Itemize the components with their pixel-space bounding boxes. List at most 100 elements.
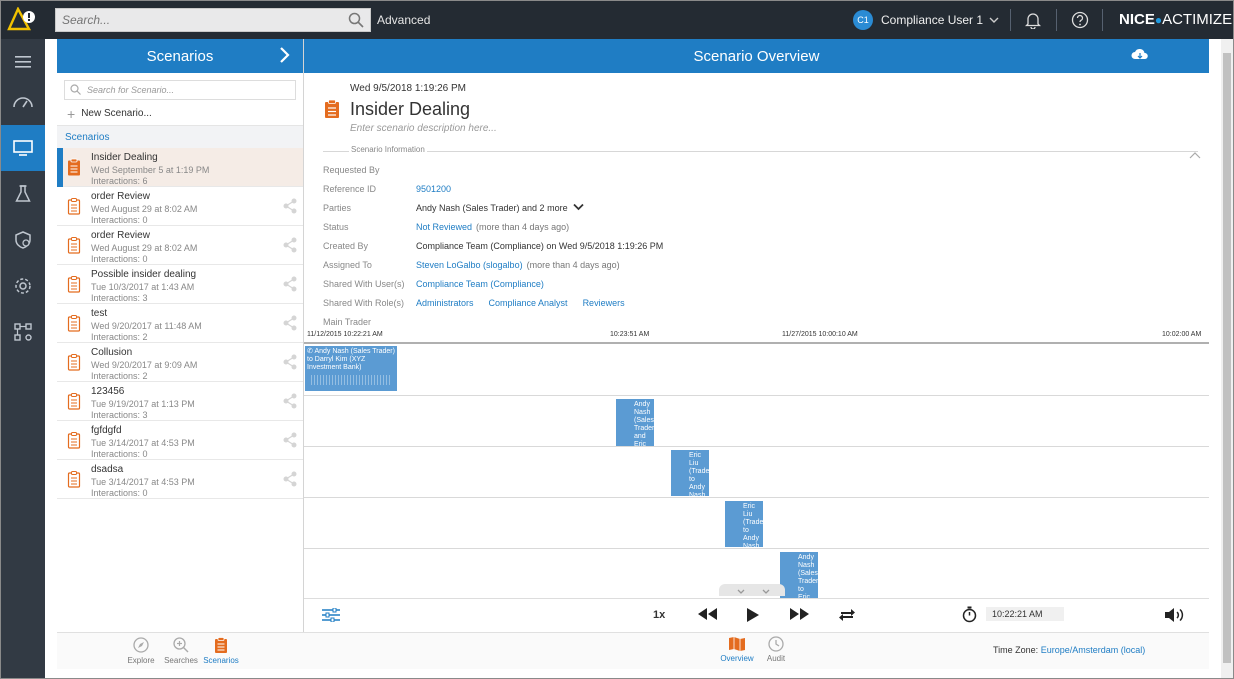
timeline-block[interactable]: Eric Liu (Trader) to Andy Nash — [671, 450, 709, 496]
status-link[interactable]: Not Reviewed — [416, 221, 473, 232]
shield-icon[interactable] — [1, 217, 45, 263]
timeline-block[interactable]: Andy Nash (Sales Trader) and Eric — [616, 399, 654, 446]
scenario-item-title: fgfdgfd — [91, 425, 122, 436]
explore-tab[interactable]: Explore — [121, 636, 161, 665]
search-plus-icon — [173, 637, 189, 653]
scenario-list-item[interactable]: 123456 Tue 9/19/2017 at 1:13 PM Interactio… — [57, 382, 303, 421]
menu-icon[interactable] — [1, 39, 45, 85]
chevron-up-icon[interactable] — [1189, 146, 1201, 164]
rewind-icon[interactable] — [696, 607, 718, 626]
scenario-title[interactable]: Insider Dealing — [350, 99, 471, 119]
timeline-axis — [304, 342, 1209, 344]
chevron-down-icon[interactable] — [572, 203, 584, 213]
searches-tab[interactable]: Searches — [161, 636, 201, 665]
new-scenario-button[interactable]: + New Scenario... — [57, 102, 303, 126]
advanced-search-link[interactable]: Advanced — [377, 13, 431, 27]
scenario-list-item[interactable]: Possible insider dealing Tue 10/3/2017 at… — [57, 265, 303, 304]
monitor-icon[interactable] — [1, 125, 45, 171]
reference-id-row: Reference ID 9501200 — [323, 183, 452, 194]
clipboard-icon — [67, 197, 81, 217]
audit-tab[interactable]: Audit — [756, 636, 796, 663]
scrollbar-thumb[interactable] — [1223, 53, 1231, 663]
scenario-list-item[interactable]: order Review Wed August 29 at 8:02 AM Inte… — [57, 187, 303, 226]
scenarios-panel: Scenarios Search for Scenario... + New S… — [57, 39, 304, 669]
timeline-lane: Andy Nash (Sales Trader) to Eric — [304, 549, 1209, 598]
gear-icon[interactable] — [1, 263, 45, 309]
fast-forward-icon[interactable] — [789, 607, 811, 626]
sliders-icon[interactable] — [322, 607, 340, 627]
clipboard-icon — [67, 470, 81, 490]
scenario-list-item[interactable]: dsadsa Tue 3/14/2017 at 4:53 PM Interactio… — [57, 460, 303, 499]
scenario-item-title: order Review — [91, 230, 150, 241]
scenario-item-date: Tue 3/14/2017 at 4:53 PM — [91, 477, 195, 487]
help-icon[interactable] — [1071, 11, 1089, 34]
playback-controls: 1x 10:22:21 AM — [304, 598, 1209, 631]
interaction-timeline[interactable]: 11/12/2015 10:22:21 AM 10:23:51 AM 11/27… — [304, 328, 1209, 598]
network-icon[interactable] — [1, 309, 45, 355]
timeline-tick: 10:23:51 AM — [610, 331, 650, 338]
assigned-to-link[interactable]: Steven LoGalbo (slogalbo) — [416, 259, 523, 270]
role-link[interactable]: Reviewers — [582, 297, 625, 308]
global-search[interactable] — [55, 8, 371, 32]
dashboard-icon[interactable] — [1, 79, 45, 125]
play-icon[interactable] — [746, 607, 760, 628]
chevron-right-icon[interactable] — [279, 46, 291, 68]
scenario-item-title: Collusion — [91, 347, 133, 358]
speed-button[interactable]: 1x — [653, 609, 666, 621]
share-icon[interactable] — [283, 393, 297, 411]
scenario-item-interactions: Interactions: 6 — [91, 176, 148, 186]
main-trader-row: Main Trader — [323, 316, 372, 327]
share-icon[interactable] — [283, 471, 297, 489]
scenario-item-date: Tue 3/14/2017 at 4:53 PM — [91, 438, 195, 448]
timeline-block-call[interactable]: ✆ Andy Nash (Sales Trader) to Darryl Kim… — [305, 346, 397, 391]
role-link[interactable]: Compliance Analyst — [488, 297, 568, 308]
scenario-list-item[interactable]: order Review Wed August 29 at 8:02 AM Inte… — [57, 226, 303, 265]
user-menu[interactable]: C1 Compliance User 1 — [853, 10, 999, 30]
repeat-icon[interactable] — [838, 607, 856, 628]
volume-icon[interactable] — [1164, 607, 1186, 628]
current-time: 10:22:21 AM — [986, 607, 1064, 621]
bell-icon[interactable] — [1024, 11, 1042, 34]
app-logo-icon[interactable] — [7, 6, 37, 33]
timeline-block[interactable]: Eric Liu (Trader) to Andy Nash — [725, 501, 763, 547]
role-link[interactable]: Administrators — [416, 297, 474, 308]
parties-value[interactable]: Andy Nash (Sales Trader) and 2 more — [416, 203, 584, 213]
clipboard-icon — [67, 431, 81, 451]
timeline-lane: Andy Nash (Sales Trader) and Eric — [304, 396, 1209, 447]
shared-users-link[interactable]: Compliance Team (Compliance) — [416, 278, 544, 289]
cloud-download-icon[interactable] — [1131, 48, 1149, 66]
scenario-description-input[interactable]: Enter scenario description here... — [350, 123, 497, 134]
timeline-scroll-down[interactable] — [719, 584, 785, 596]
flask-icon[interactable] — [1, 171, 45, 217]
scenarios-tab[interactable]: Scenarios — [201, 636, 241, 665]
share-icon[interactable] — [283, 354, 297, 372]
time-zone-link[interactable]: Europe/Amsterdam (local) — [1040, 645, 1146, 655]
scenario-list-item[interactable]: Insider Dealing Wed September 5 at 1:19 P… — [57, 148, 303, 187]
scenario-list-item[interactable]: fgfdgfd Tue 3/14/2017 at 4:53 PM Interacti… — [57, 421, 303, 460]
page-scrollbar[interactable] — [1221, 39, 1233, 678]
overview-tab[interactable]: Overview — [717, 636, 757, 663]
share-icon[interactable] — [283, 198, 297, 216]
scenario-item-title: 123456 — [91, 386, 125, 397]
scenario-item-title: test — [91, 308, 108, 319]
divider — [1010, 9, 1011, 31]
scenario-item-title: Possible insider dealing — [91, 269, 197, 280]
timeline-tick: 11/12/2015 10:22:21 AM — [307, 331, 383, 338]
scenario-search-input[interactable]: Search for Scenario... — [64, 80, 296, 100]
scenario-list-item[interactable]: test Wed 9/20/2017 at 11:48 AM Interaction… — [57, 304, 303, 343]
user-name: Compliance User 1 — [881, 13, 984, 27]
share-icon[interactable] — [283, 432, 297, 450]
share-icon[interactable] — [283, 237, 297, 255]
scenario-item-interactions: Interactions: 0 — [91, 488, 148, 498]
scenarios-group-label: Scenarios — [57, 126, 303, 148]
chevron-down-icon — [989, 13, 999, 27]
scenario-list-item[interactable]: Collusion Wed 9/20/2017 at 9:09 AM Interac… — [57, 343, 303, 382]
global-search-input[interactable] — [56, 9, 336, 31]
shared-roles-row: Shared With Role(s) Administrators Compl… — [323, 297, 625, 308]
share-icon[interactable] — [283, 276, 297, 294]
reference-id-link[interactable]: 9501200 — [416, 183, 452, 194]
timeline-block[interactable]: Andy Nash (Sales Trader) to Eric — [780, 552, 818, 598]
search-icon[interactable] — [348, 12, 364, 33]
share-icon[interactable] — [283, 315, 297, 333]
status-row: Status Not Reviewed (more than 4 days ago… — [323, 221, 570, 232]
